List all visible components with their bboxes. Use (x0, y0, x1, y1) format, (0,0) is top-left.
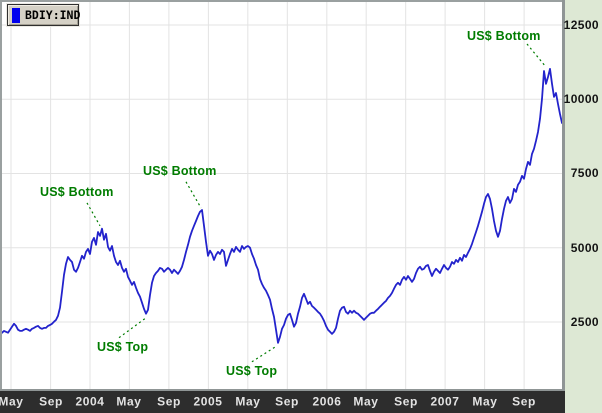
x-axis-tick-label: May (116, 394, 142, 409)
x-axis-tick-label: May (472, 394, 498, 409)
x-axis-tick-label: Sep (394, 394, 418, 409)
x-axis-bar: May Sep 2004 May Sep 2005 May Sep 2006 May Sep 2007… (0, 391, 565, 413)
annotation-leader-lines (86, 43, 547, 363)
y-axis-tick-label: 5000 (570, 241, 599, 255)
plot-border-left (0, 0, 2, 391)
gridlines (2, 2, 562, 389)
annotation-leader-line (185, 181, 202, 209)
y-axis-panel: 12500 10000 7500 5000 2500 (563, 0, 602, 413)
annotation-leader-line (86, 202, 101, 227)
y-axis-tick-label: 2500 (570, 315, 599, 329)
price-line (2, 68, 562, 344)
x-axis-tick-label: Sep (512, 394, 536, 409)
price-chart-plot[interactable] (0, 0, 565, 391)
plot-background (0, 0, 565, 391)
x-axis-tick-label: Sep (157, 394, 181, 409)
annotation-leader-line (118, 317, 147, 339)
series-color-swatch (12, 7, 20, 23)
y-axis-tick-label: 10000 (563, 92, 599, 106)
x-axis-tick-label: 2004 (75, 394, 105, 409)
x-axis-tick-label: May (0, 394, 24, 409)
x-axis-tick-label: Sep (275, 394, 299, 409)
x-axis-tick-label: May (235, 394, 261, 409)
y-axis-tick-label: 12500 (563, 18, 599, 32)
x-axis-tick-label: 2007 (430, 394, 460, 409)
x-axis-tick-label: 2005 (193, 394, 223, 409)
x-axis-tick-label: May (353, 394, 379, 409)
plot-border-bottom (0, 389, 565, 391)
x-axis-tick-label: 2006 (312, 394, 342, 409)
series-ticker-label: BDIY:IND (25, 8, 81, 22)
legend-box[interactable]: BDIY:IND (7, 4, 81, 26)
plot-border-right (562, 0, 565, 391)
plot-border-top (0, 0, 565, 2)
x-axis-tick-label: Sep (39, 394, 63, 409)
y-axis-tick-label: 7500 (570, 166, 599, 180)
series-line-layer (2, 68, 562, 344)
